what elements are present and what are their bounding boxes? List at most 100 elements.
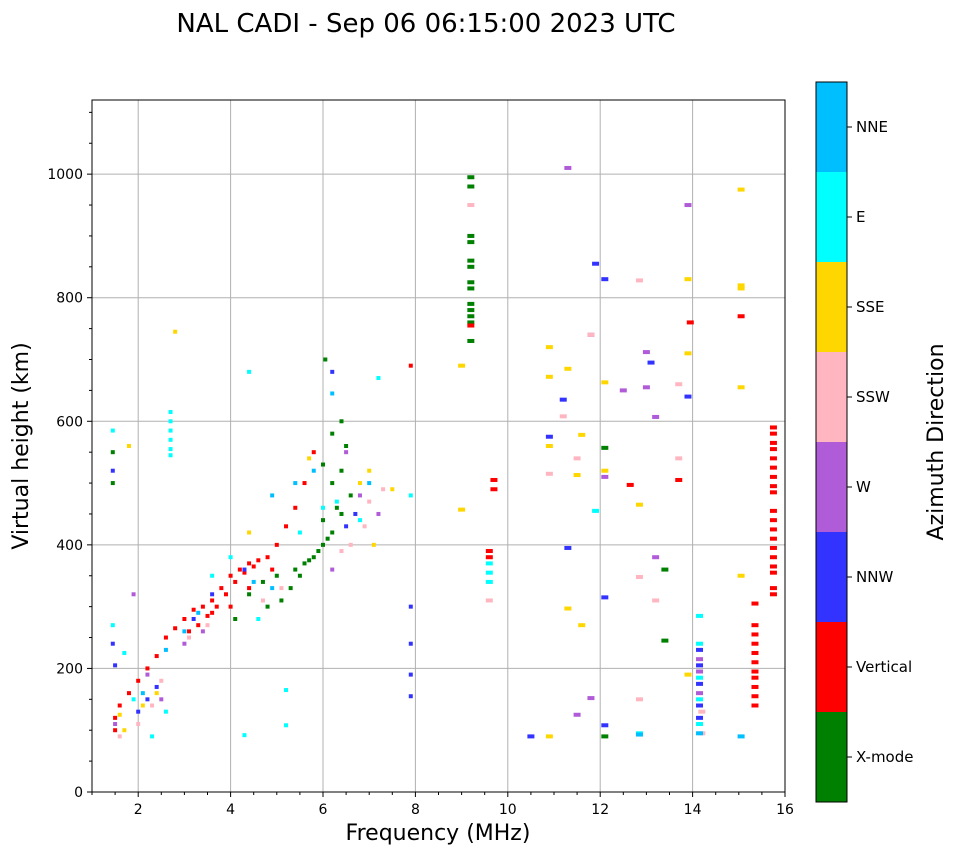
point-x-mode bbox=[233, 617, 238, 621]
point-ssw bbox=[573, 456, 581, 461]
point-vertical bbox=[751, 632, 759, 637]
point-ssw bbox=[587, 332, 595, 337]
point-e bbox=[376, 376, 381, 381]
colorbar-label-e: E bbox=[856, 208, 865, 226]
colorbar-segment-sse bbox=[816, 262, 847, 352]
point-w bbox=[684, 203, 692, 208]
point-nnw bbox=[408, 604, 413, 609]
point-x-mode bbox=[601, 445, 609, 450]
point-e bbox=[485, 579, 493, 584]
point-sse bbox=[117, 712, 122, 717]
point-ssw bbox=[467, 203, 475, 208]
point-e bbox=[242, 733, 247, 738]
point-x-mode bbox=[330, 431, 335, 436]
point-vertical bbox=[490, 487, 498, 492]
point-vertical bbox=[490, 477, 498, 482]
point-sse bbox=[390, 487, 395, 492]
colorbar-label: Azimuth Direction bbox=[924, 343, 949, 540]
point-sse bbox=[564, 366, 572, 371]
point-e bbox=[408, 493, 413, 498]
point-ssw bbox=[279, 586, 284, 591]
point-sse bbox=[578, 432, 586, 437]
point-w bbox=[652, 555, 660, 560]
point-ssw bbox=[635, 697, 643, 702]
point-vertical bbox=[408, 363, 413, 368]
point-e bbox=[357, 518, 362, 523]
point-x-mode bbox=[467, 233, 475, 238]
point-x-mode bbox=[661, 567, 669, 572]
point-sse bbox=[140, 703, 145, 708]
point-x-mode bbox=[260, 579, 265, 584]
point-w bbox=[564, 165, 572, 170]
point-x-mode bbox=[321, 542, 325, 547]
point-vertical bbox=[214, 604, 219, 609]
point-e bbox=[122, 650, 127, 655]
data-points bbox=[110, 165, 777, 739]
point-ssw bbox=[117, 734, 122, 739]
point-ssw bbox=[635, 278, 643, 283]
point-nne bbox=[270, 493, 275, 498]
point-x-mode bbox=[321, 462, 325, 467]
point-x-mode bbox=[339, 511, 344, 516]
point-e bbox=[110, 428, 115, 433]
point-sse bbox=[545, 345, 553, 350]
point-ssw bbox=[559, 414, 567, 419]
point-x-mode bbox=[467, 258, 475, 263]
point-x-mode bbox=[661, 638, 669, 643]
point-vertical bbox=[237, 567, 242, 572]
point-x-mode bbox=[288, 586, 293, 591]
point-vertical bbox=[242, 570, 247, 575]
point-e bbox=[297, 530, 302, 535]
point-nnw bbox=[696, 681, 704, 686]
point-ssw bbox=[187, 635, 192, 640]
y-tick-label: 1000 bbox=[47, 167, 83, 183]
point-vertical bbox=[270, 567, 275, 572]
point-sse bbox=[737, 385, 745, 390]
point-nnw bbox=[527, 734, 535, 739]
point-sse bbox=[684, 277, 692, 282]
axis-ticks: 2 4 6 8 10 12 14 16 0 200 400 600 800 1000 bbox=[47, 111, 794, 818]
point-x-mode bbox=[467, 264, 475, 269]
point-ssw bbox=[635, 574, 643, 579]
colorbar-label-x-mode: X-mode bbox=[856, 748, 913, 766]
point-nnw bbox=[601, 277, 609, 282]
point-vertical bbox=[485, 555, 493, 560]
point-w bbox=[344, 450, 349, 455]
point-vertical bbox=[311, 450, 316, 455]
point-e bbox=[247, 369, 252, 374]
point-x-mode bbox=[274, 573, 279, 578]
point-vertical bbox=[769, 527, 777, 532]
point-vertical bbox=[675, 477, 683, 482]
point-vertical bbox=[769, 564, 777, 569]
point-nnw bbox=[564, 545, 572, 550]
point-nnw bbox=[242, 567, 247, 572]
point-e bbox=[110, 623, 115, 628]
point-e bbox=[696, 641, 704, 646]
point-w bbox=[642, 350, 650, 355]
point-nnw bbox=[330, 369, 335, 374]
point-nnw bbox=[113, 663, 118, 668]
colorbar-segment-ssw bbox=[816, 352, 847, 442]
point-vertical bbox=[163, 635, 168, 640]
point-w bbox=[113, 722, 118, 727]
point-ssw bbox=[136, 722, 141, 727]
point-vertical bbox=[769, 592, 777, 597]
point-e bbox=[485, 570, 493, 575]
point-nnw bbox=[684, 394, 692, 399]
point-vertical bbox=[284, 524, 289, 529]
chart-title: NAL CADI - Sep 06 06:15:00 2023 UTC bbox=[176, 9, 675, 39]
point-sse bbox=[635, 502, 643, 507]
point-nnw bbox=[545, 434, 553, 439]
point-vertical bbox=[751, 660, 759, 665]
point-vertical bbox=[626, 482, 634, 487]
x-tick-label: 6 bbox=[319, 802, 328, 818]
grid-lines bbox=[92, 100, 785, 792]
point-vertical bbox=[302, 481, 307, 486]
point-sse bbox=[371, 542, 376, 547]
point-x-mode bbox=[467, 301, 475, 306]
point-nnw bbox=[601, 595, 609, 600]
point-nne bbox=[367, 481, 372, 486]
point-e bbox=[485, 561, 493, 566]
point-nne bbox=[293, 481, 298, 486]
